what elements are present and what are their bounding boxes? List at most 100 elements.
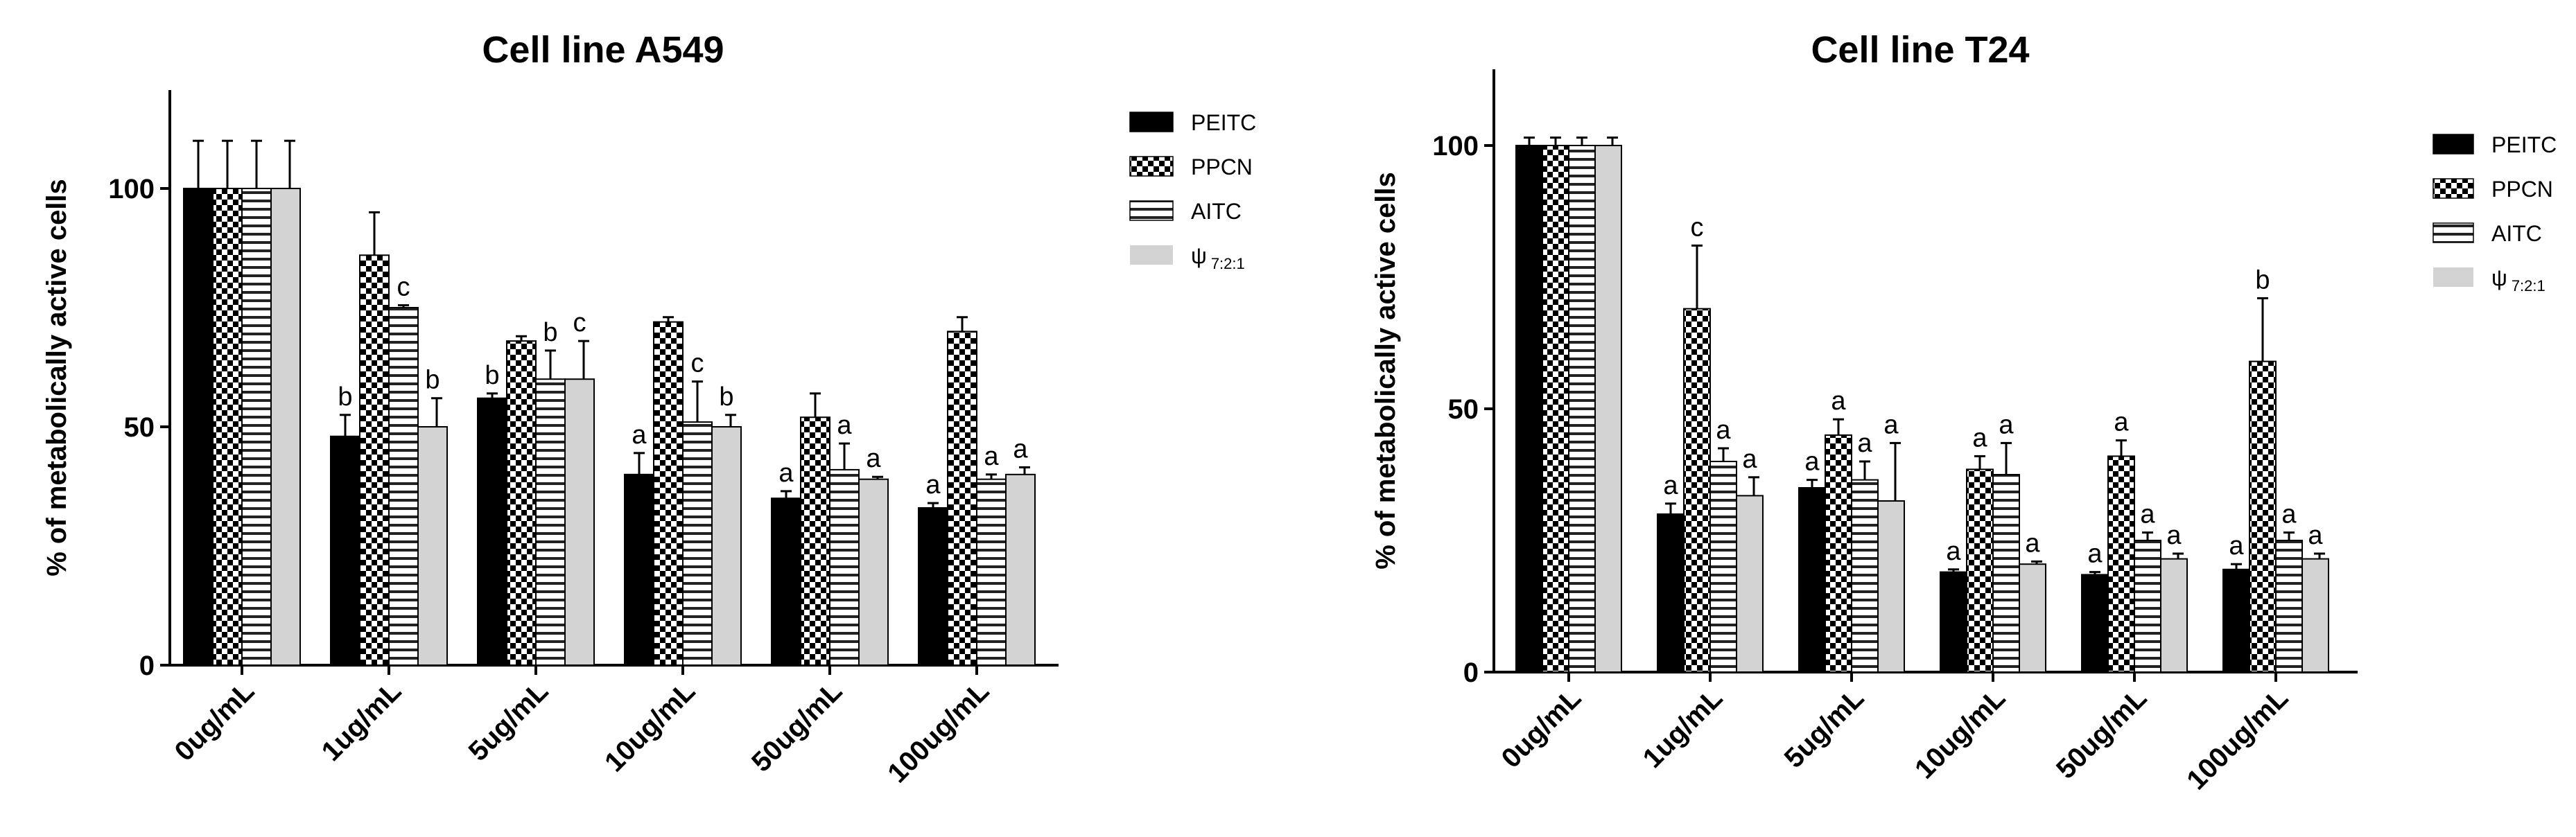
bar-ppcn <box>212 188 243 666</box>
bar-aitc <box>2275 540 2303 673</box>
bar-ppcn <box>1683 308 1711 673</box>
significance-label: a <box>2229 531 2244 561</box>
bar-psi <box>1877 500 1905 673</box>
significance-label: b <box>543 318 557 347</box>
significance-label: a <box>1831 387 1846 416</box>
significance-label: c <box>691 349 704 378</box>
significance-label: a <box>1972 423 1987 452</box>
legend-swatch-peitc <box>1129 112 1174 132</box>
significance-label: a <box>1663 471 1678 500</box>
significance-label: c <box>573 308 586 337</box>
legend-label-ppcn: PPCN <box>1191 155 1253 179</box>
significance-label: a <box>2166 521 2182 550</box>
y-tick-label: 100 <box>1432 131 1479 161</box>
significance-label: a <box>1999 410 2014 439</box>
x-tick-label: 5ug/mL <box>1779 682 1870 774</box>
bar-psi <box>564 378 595 666</box>
significance-label: a <box>2281 500 2297 529</box>
y-axis-label: % of metabolically active cells <box>42 179 72 576</box>
legend-label-peitc: PEITC <box>2491 132 2557 157</box>
significance-label: a <box>1716 416 1731 445</box>
bar-aitc <box>1992 474 2020 673</box>
bar-psi <box>2160 558 2188 673</box>
legend-label-aitc: AITC <box>1191 199 1242 224</box>
y-axis-label: % of metabolically active cells <box>1370 172 1401 570</box>
x-tick-label: 10ug/mL <box>1909 682 2011 784</box>
bar-ppcn <box>359 254 390 666</box>
bar-aitc <box>1851 479 1879 673</box>
bar-aitc <box>829 468 860 666</box>
bar-ppcn <box>653 321 684 666</box>
significance-label: b <box>485 361 499 390</box>
bar-psi <box>1594 145 1622 673</box>
significance-label: a <box>866 444 881 473</box>
bar-aitc <box>2134 540 2161 673</box>
bar-ppcn <box>1542 145 1569 673</box>
bar-aitc <box>1568 145 1596 673</box>
x-tick-label: 0ug/mL <box>1496 682 1587 774</box>
bar-peitc <box>2222 568 2250 673</box>
bar-peitc <box>918 506 948 667</box>
legend-swatch-ppcn <box>1129 156 1174 177</box>
y-tick-label: 100 <box>108 174 155 204</box>
bar-psi <box>1736 495 1764 673</box>
bar-ppcn <box>2249 360 2277 673</box>
significance-label: a <box>984 442 999 471</box>
bar-ppcn <box>1825 434 1852 673</box>
significance-label: a <box>778 459 794 488</box>
significance-label: a <box>2140 500 2155 529</box>
bar-psi <box>270 188 301 666</box>
bar-ppcn <box>1966 468 1994 673</box>
x-tick-label: 100ug/mL <box>882 676 995 788</box>
bar-ppcn <box>2107 455 2135 673</box>
significance-label: a <box>2114 408 2129 437</box>
bar-aitc <box>388 307 419 666</box>
significance-label: a <box>2308 521 2323 550</box>
legend-swatch-psi <box>2433 267 2473 287</box>
legend-subscript: 7:2:1 <box>2512 277 2545 294</box>
y-tick-label: 0 <box>1463 658 1479 688</box>
bar-psi <box>858 478 889 666</box>
bar-peitc <box>477 397 507 666</box>
significance-label: a <box>1742 445 1757 474</box>
bar-peitc <box>624 473 654 666</box>
bar-aitc <box>535 378 566 666</box>
bar-aitc <box>1709 461 1737 673</box>
y-tick-label: 50 <box>1448 394 1479 425</box>
significance-label: a <box>925 470 941 500</box>
bar-peitc <box>1657 513 1685 673</box>
y-tick-label: 0 <box>139 651 155 681</box>
chart-a549: Cell line A549 % of metabolically active … <box>42 29 1256 788</box>
bar-peitc <box>1940 571 1967 673</box>
bar-aitc <box>976 478 1007 666</box>
legend-subscript: 7:2:1 <box>1211 255 1245 272</box>
bar-peitc <box>1515 145 1543 673</box>
x-tick-label: 1ug/mL <box>1637 682 1729 774</box>
x-tick-label: 50ug/mL <box>746 676 848 777</box>
bar-peitc <box>330 435 360 666</box>
significance-label: a <box>1013 434 1028 464</box>
bar-ppcn <box>800 416 830 666</box>
x-tick-label: 100ug/mL <box>2181 682 2294 795</box>
significance-label: b <box>719 382 733 412</box>
legend-label-psi: ψ 7:2:1 <box>1191 243 1245 272</box>
significance-label: c <box>1691 213 1704 242</box>
x-tick-label: 5ug/mL <box>463 676 555 767</box>
chart-t24: Cell line T24 % of metabolically active c… <box>1370 29 2557 795</box>
bar-ppcn <box>947 331 977 666</box>
legend-label-aitc: AITC <box>2491 221 2542 246</box>
bar-peitc <box>183 188 214 666</box>
legend-label-peitc: PEITC <box>1191 110 1256 135</box>
legend-label-psi: ψ 7:2:1 <box>2491 265 2545 294</box>
x-tick-label: 0ug/mL <box>169 676 261 767</box>
bar-peitc <box>1798 487 1826 673</box>
significance-label: a <box>837 411 852 440</box>
significance-label: a <box>1804 448 1820 477</box>
significance-label: b <box>425 366 440 395</box>
bar-peitc <box>771 497 801 667</box>
significance-label: c <box>397 273 410 302</box>
chart-title: Cell line T24 <box>1811 29 2029 71</box>
x-tick-label: 10ug/mL <box>599 676 701 777</box>
legend: PEITC PPCN AITC ψ 7:2:1 <box>1129 110 1256 272</box>
